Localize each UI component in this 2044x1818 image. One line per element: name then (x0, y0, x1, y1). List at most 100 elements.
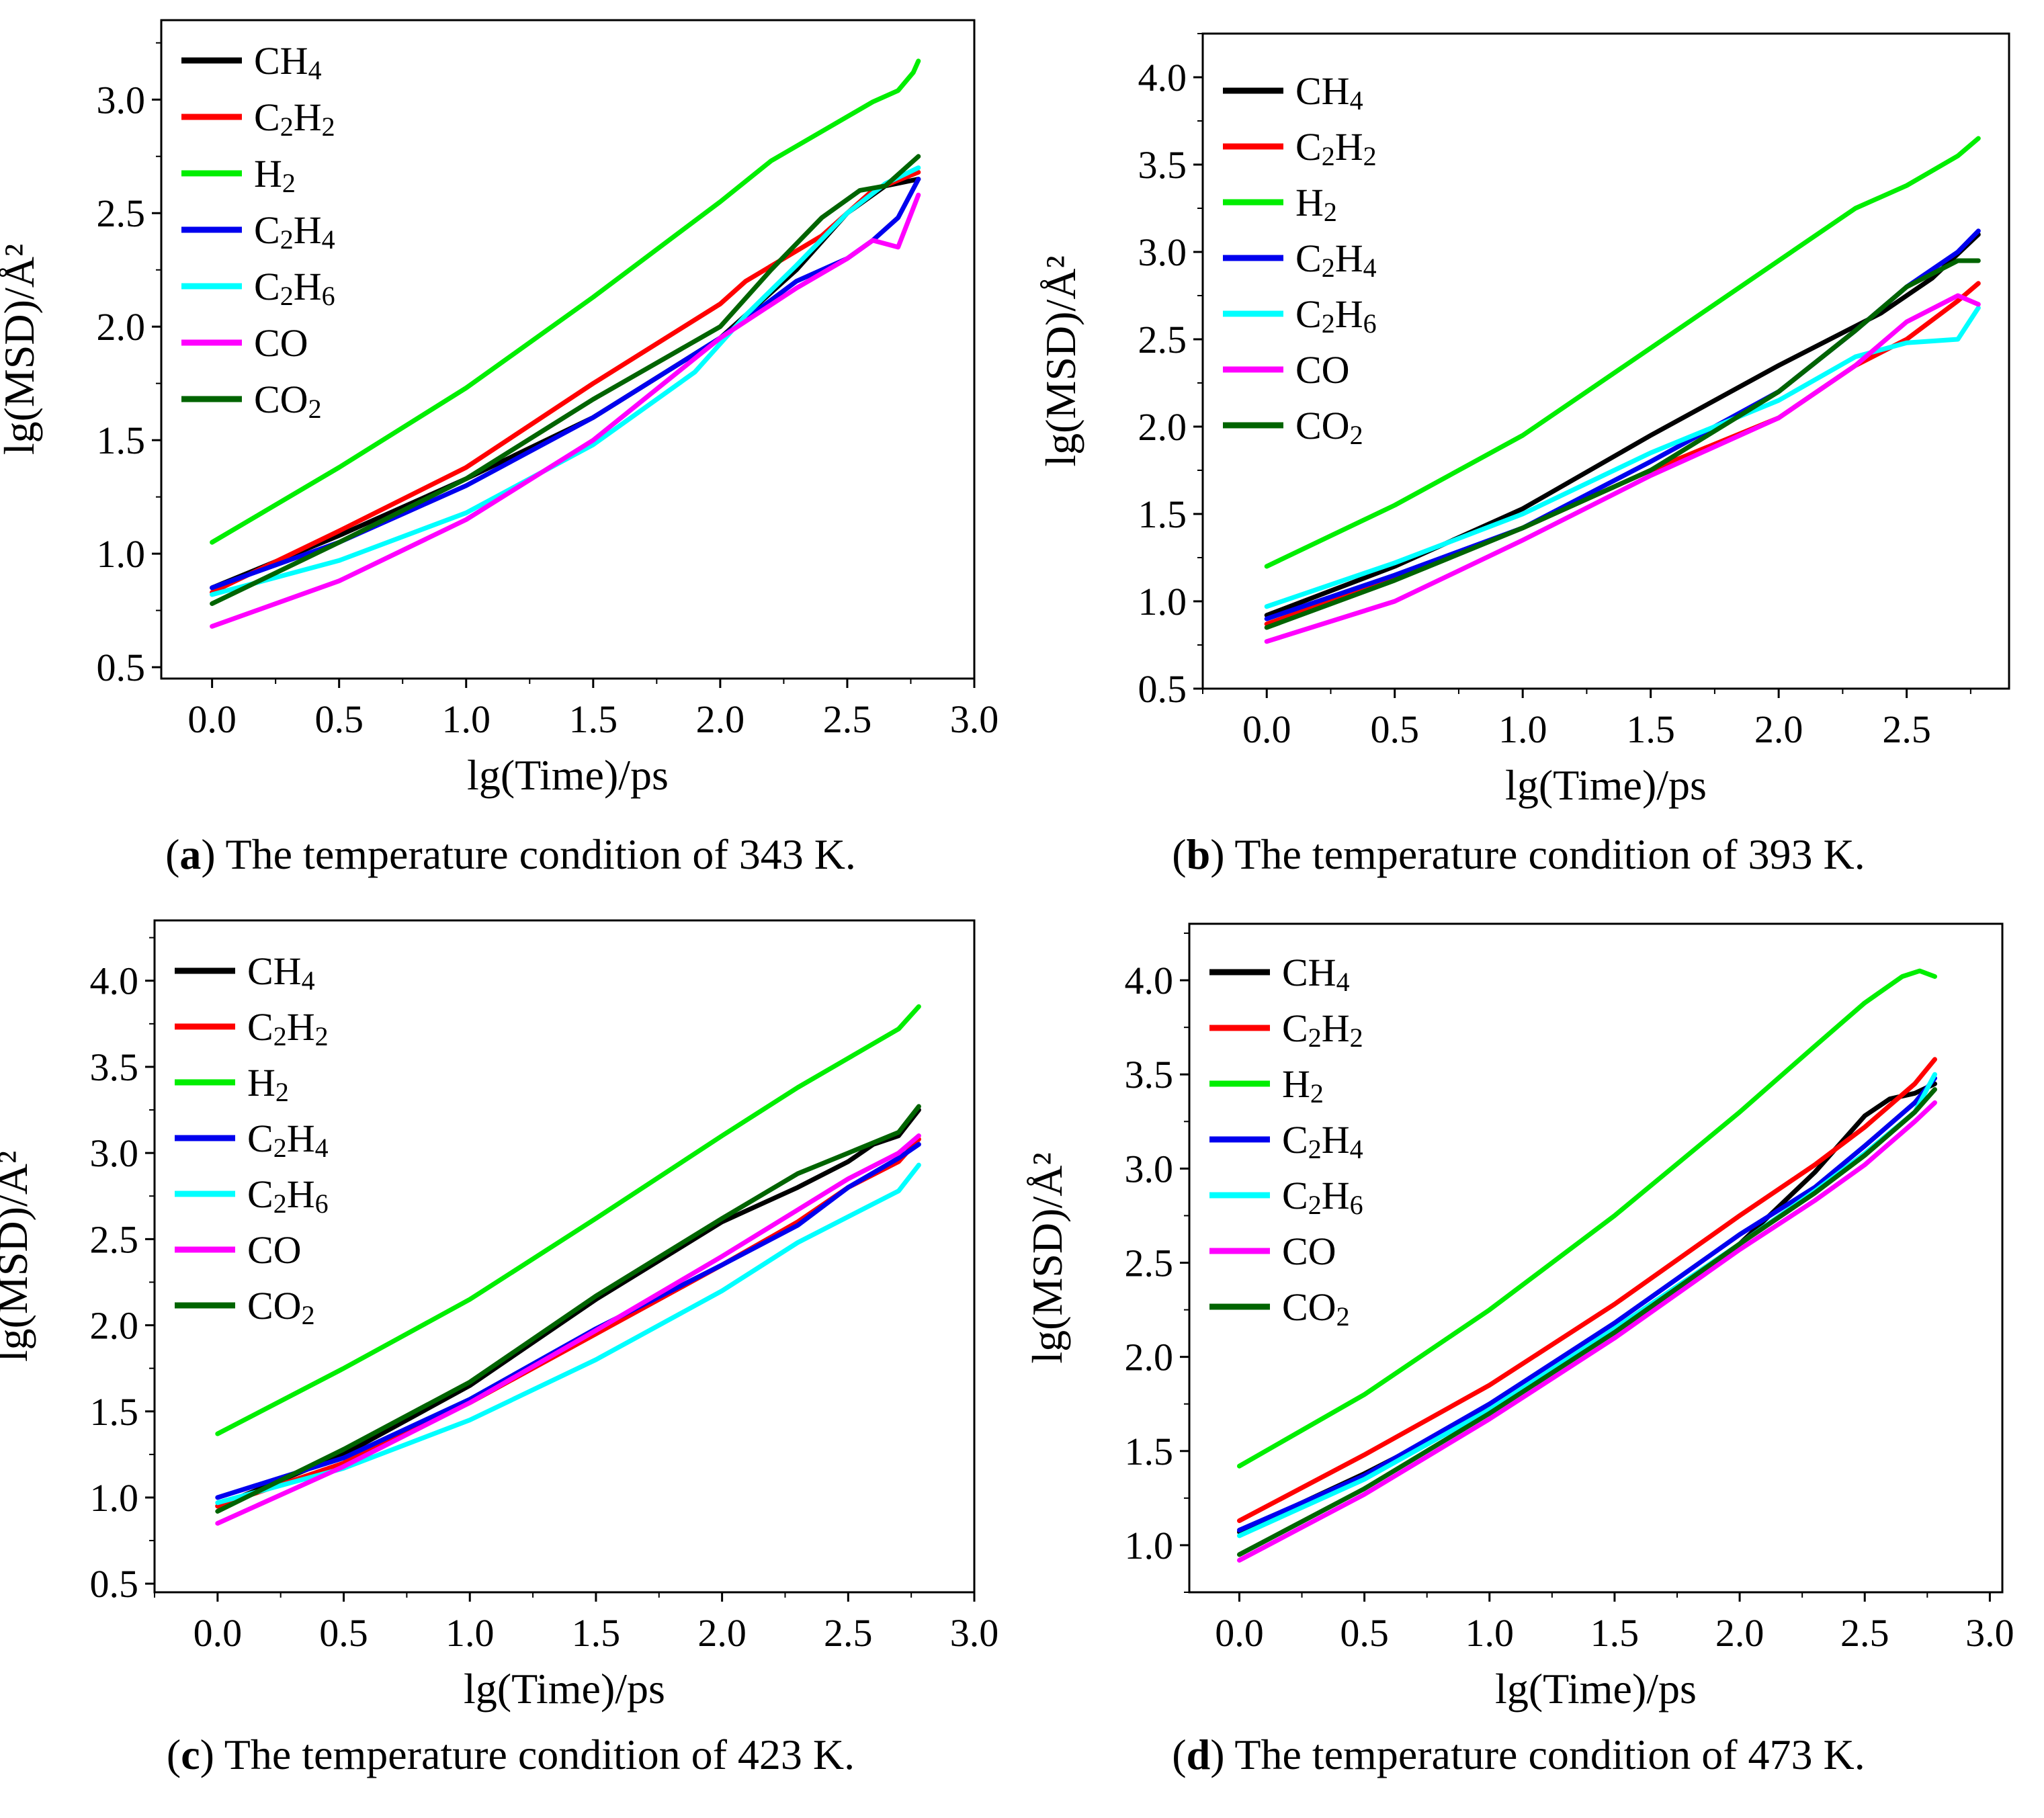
y-axis-label: lg(MSD)/Å² (0, 244, 43, 455)
legend: CH4 C2H2 H2 C2H4 C2H6 CO CO2 (1223, 69, 1377, 450)
x-tick-label: 0.5 (1340, 1611, 1389, 1655)
legend-label-c2h4: C2H4 (1295, 236, 1377, 283)
x-tick-label: 0.5 (319, 1611, 368, 1655)
y-tick-label: 3.0 (97, 78, 146, 122)
x-tick-label: 1.0 (1498, 707, 1547, 751)
legend-label-co: CO (254, 321, 308, 365)
legend-label-ch4: CH4 (1282, 951, 1350, 997)
plot-frame (1201, 32, 2010, 690)
x-tick-label: 1.0 (1465, 1611, 1515, 1655)
legend-label-ch4: CH4 (247, 949, 315, 996)
y-tick-label: 2.5 (90, 1217, 139, 1261)
y-tick-label: 1.0 (97, 532, 146, 576)
x-tick-label: 0.5 (314, 697, 364, 741)
legend: CH4 C2H2 H2 C2H4 C2H6 CO CO2 (181, 39, 335, 424)
legend-label-c2h6: C2H6 (1295, 292, 1377, 339)
legend-label-c2h6: C2H6 (254, 265, 335, 311)
legend-label-h2: H2 (1295, 181, 1337, 227)
y-tick-label: 2.5 (1138, 318, 1187, 361)
legend-label-ch4: CH4 (1295, 69, 1363, 116)
caption-letter-b: b (1186, 830, 1211, 878)
y-tick-label: 0.5 (90, 1562, 139, 1606)
caption-c: (c) The temperature condition of 423 K. (166, 1731, 855, 1778)
x-tick-label: 2.0 (696, 697, 745, 741)
x-tick-label: 2.5 (1882, 707, 1931, 751)
caption-text-b: The temperature condition of 393 K. (1234, 830, 1865, 878)
y-tick-label: 3.0 (90, 1131, 139, 1175)
x-axis-label: lg(Time)/ps (467, 751, 669, 799)
caption-text-d: The temperature condition of 473 K. (1234, 1731, 1865, 1778)
legend: CH4 C2H2 H2 C2H4 C2H6 CO CO2 (1209, 951, 1363, 1332)
x-tick-label: 0.0 (194, 1611, 243, 1655)
series-line-c2h6 (210, 165, 921, 597)
caption-letter-d: d (1186, 1731, 1211, 1778)
series-line-co2 (1264, 258, 1981, 630)
caption-letter-a: a (179, 830, 202, 878)
y-tick-label: 2.0 (90, 1304, 139, 1348)
legend-label-c2h6: C2H6 (1282, 1174, 1363, 1220)
x-tick-label: 0.0 (187, 697, 237, 741)
chart-panel-d: 0.0 0.5 1.0 1.5 2.0 2.5 3.0 1.0 1.5 2.0 2.5 3.0 3.5 4… (1023, 922, 2014, 1713)
caption-text-c: The temperature condition of 423 K. (224, 1731, 855, 1778)
y-axis-label: lg(MSD)/Å² (1037, 255, 1084, 466)
y-tick-label: 2.0 (1125, 1336, 1174, 1379)
legend-label-c2h4: C2H4 (247, 1117, 329, 1163)
legend-label-co2: CO2 (254, 378, 322, 424)
plot-frame (1188, 922, 2004, 1594)
y-tick-label: 2.5 (1125, 1242, 1174, 1285)
caption-d: (d) The temperature condition of 473 K. (1172, 1731, 1865, 1778)
x-tick-label: 2.5 (824, 1611, 873, 1655)
x-tick-label: 3.0 (950, 1611, 999, 1655)
x-tick-label: 1.0 (445, 1611, 495, 1655)
y-tick-label: 3.0 (1125, 1147, 1174, 1191)
series-line-c2h6 (1264, 305, 1981, 609)
legend-label-co2: CO2 (247, 1284, 315, 1330)
y-tick-label: 3.0 (1138, 230, 1187, 274)
x-tick-label: 2.0 (697, 1611, 747, 1655)
x-axis-label: lg(Time)/ps (1495, 1665, 1697, 1713)
y-tick-label: 1.5 (1138, 492, 1187, 536)
series-line-co2 (210, 154, 921, 606)
x-tick-label: 2.0 (1715, 1611, 1764, 1655)
legend-label-c2h2: C2H2 (247, 1005, 329, 1051)
series-line-co (215, 1133, 921, 1526)
y-tick-label: 1.5 (97, 419, 146, 462)
chart-panel-c: 0.0 0.5 1.0 1.5 2.0 2.5 3.0 0.5 1.0 1.5 2.0 2.5 3.0 3… (0, 919, 999, 1713)
y-tick-label: 2.5 (97, 191, 146, 235)
y-tick-label: 1.0 (1125, 1524, 1174, 1567)
series-line-h2 (1264, 136, 1981, 569)
chart-panel-a: 0.0 0.5 1.0 1.5 2.0 2.5 3.0 0.5 1.0 1.5 2.0 2.5 3.0 l… (0, 19, 998, 799)
y-tick-label: 3.5 (90, 1045, 139, 1089)
y-tick-label: 3.5 (1138, 143, 1187, 187)
y-tick-label: 1.5 (1125, 1430, 1174, 1473)
series-line-h2 (1237, 968, 1937, 1469)
y-tick-label: 4.0 (1125, 959, 1174, 1002)
series-line-c2h6 (215, 1162, 921, 1506)
x-tick-label: 1.5 (1626, 707, 1675, 751)
caption-a: (a) The temperature condition of 343 K. (165, 830, 856, 878)
legend-label-h2: H2 (254, 152, 296, 198)
x-tick-label: 1.5 (572, 1611, 621, 1655)
y-tick-label: 2.0 (1138, 405, 1187, 449)
series-line-co (210, 192, 921, 629)
legend-label-co: CO (247, 1228, 302, 1272)
x-tick-label: 2.0 (1754, 707, 1803, 751)
x-tick-label: 3.0 (1965, 1611, 2014, 1655)
series-line-c2h4 (215, 1141, 921, 1500)
legend-label-h2: H2 (1282, 1062, 1324, 1109)
series-line-h2 (215, 1004, 921, 1436)
legend-label-h2: H2 (247, 1061, 289, 1107)
legend-label-c2h6: C2H6 (247, 1172, 329, 1219)
y-tick-label: 0.5 (1138, 667, 1187, 711)
series-line-c2h4 (1264, 228, 1981, 621)
y-axis-label: lg(MSD)/Å² (0, 1151, 36, 1362)
y-tick-label: 3.5 (1125, 1053, 1174, 1096)
legend-label-c2h4: C2H4 (254, 208, 335, 255)
series-line-co2 (1237, 1087, 1937, 1557)
caption-letter-c: c (181, 1731, 200, 1778)
x-axis-label: lg(Time)/ps (464, 1665, 665, 1713)
series-line-co (1237, 1100, 1937, 1563)
series-line-c2h2 (1237, 1057, 1937, 1523)
x-tick-label: 0.5 (1370, 707, 1419, 751)
